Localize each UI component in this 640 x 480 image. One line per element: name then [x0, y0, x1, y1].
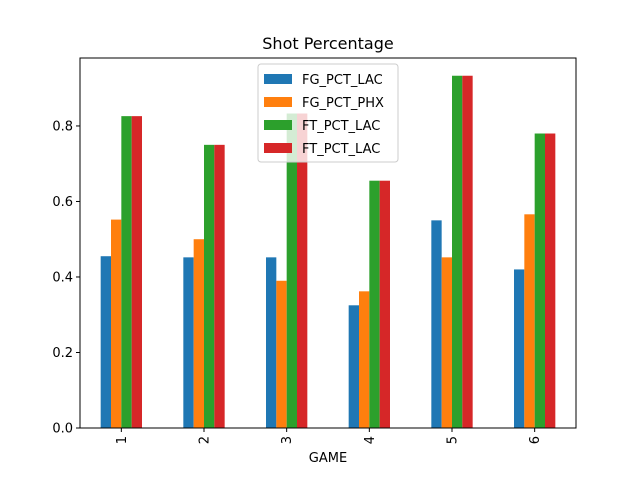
y-tick-label: 0.6 — [52, 195, 73, 210]
bar-ft-pct-lac-s3-game-4 — [379, 180, 390, 428]
x-tick-label: 1 — [115, 436, 130, 444]
bar-fg-pct-lac-s0-game-4 — [348, 305, 359, 428]
x-tick-label: 6 — [528, 436, 543, 444]
bar-ft-pct-lac-s2-game-5 — [452, 75, 463, 429]
x-tick-label: 3 — [280, 436, 295, 444]
legend-label: FG_PCT_LAC — [302, 73, 383, 88]
chart-title: Shot Percentage — [262, 34, 393, 53]
bar-ft-pct-lac-s3-game-2 — [214, 144, 225, 428]
legend-label: FT_PCT_LAC — [302, 119, 380, 134]
legend-swatch — [264, 97, 292, 107]
bar-fg-pct-phx-s1-game-6 — [524, 214, 535, 428]
bar-ft-pct-lac-s2-game-3 — [286, 113, 297, 428]
x-tick-label: 4 — [363, 436, 378, 444]
bar-fg-pct-lac-s0-game-5 — [431, 220, 442, 428]
bar-ft-pct-lac-s3-game-6 — [545, 133, 556, 428]
bar-fg-pct-lac-s0-game-6 — [514, 269, 525, 428]
legend: FG_PCT_LAC FG_PCT_PHX FT_PCT_LAC FT_PCT_LAC — [257, 63, 399, 163]
y-tick-label: 0.4 — [52, 270, 73, 285]
bar-ft-pct-lac-s2-game-1 — [121, 116, 132, 428]
bar-ft-pct-lac-s3-game-5 — [462, 75, 473, 429]
y-tick-label: 0.0 — [52, 422, 73, 437]
x-axis-title: GAME — [309, 451, 347, 466]
legend-label: FT_PCT_LAC — [302, 142, 380, 157]
bar-fg-pct-phx-s1-game-1 — [111, 219, 122, 428]
y-tick-label: 0.2 — [52, 346, 73, 361]
bar-ft-pct-lac-s2-game-4 — [369, 180, 380, 428]
bar-ft-pct-lac-s3-game-1 — [131, 116, 142, 428]
x-tick-label: 5 — [446, 436, 461, 444]
x-tick-label: 2 — [198, 436, 213, 444]
legend-swatch — [264, 143, 292, 153]
x-axis: 1 2 3 4 5 6 — [115, 428, 543, 444]
bar-fg-pct-lac-s0-game-2 — [183, 257, 194, 428]
plot-frame — [79, 57, 577, 429]
legend-label: FG_PCT_PHX — [302, 96, 384, 111]
y-tick-label: 0.8 — [52, 119, 73, 134]
legend-swatch — [264, 120, 292, 130]
bars-group — [100, 75, 556, 429]
bar-ft-pct-lac-s2-game-2 — [204, 144, 215, 428]
bar-fg-pct-lac-s0-game-3 — [266, 257, 277, 428]
bar-fg-pct-phx-s1-game-2 — [193, 239, 204, 428]
bar-ft-pct-lac-s2-game-6 — [534, 133, 545, 428]
y-axis: 0.0 0.2 0.4 0.6 0.8 — [52, 119, 80, 437]
legend-box — [257, 63, 399, 163]
legend-swatch — [264, 74, 292, 84]
bar-fg-pct-lac-s0-game-1 — [100, 256, 111, 428]
bar-fg-pct-phx-s1-game-5 — [441, 257, 452, 428]
bar-ft-pct-lac-s3-game-3 — [297, 113, 308, 428]
bar-fg-pct-phx-s1-game-3 — [276, 280, 287, 428]
bar-fg-pct-phx-s1-game-4 — [359, 291, 370, 428]
